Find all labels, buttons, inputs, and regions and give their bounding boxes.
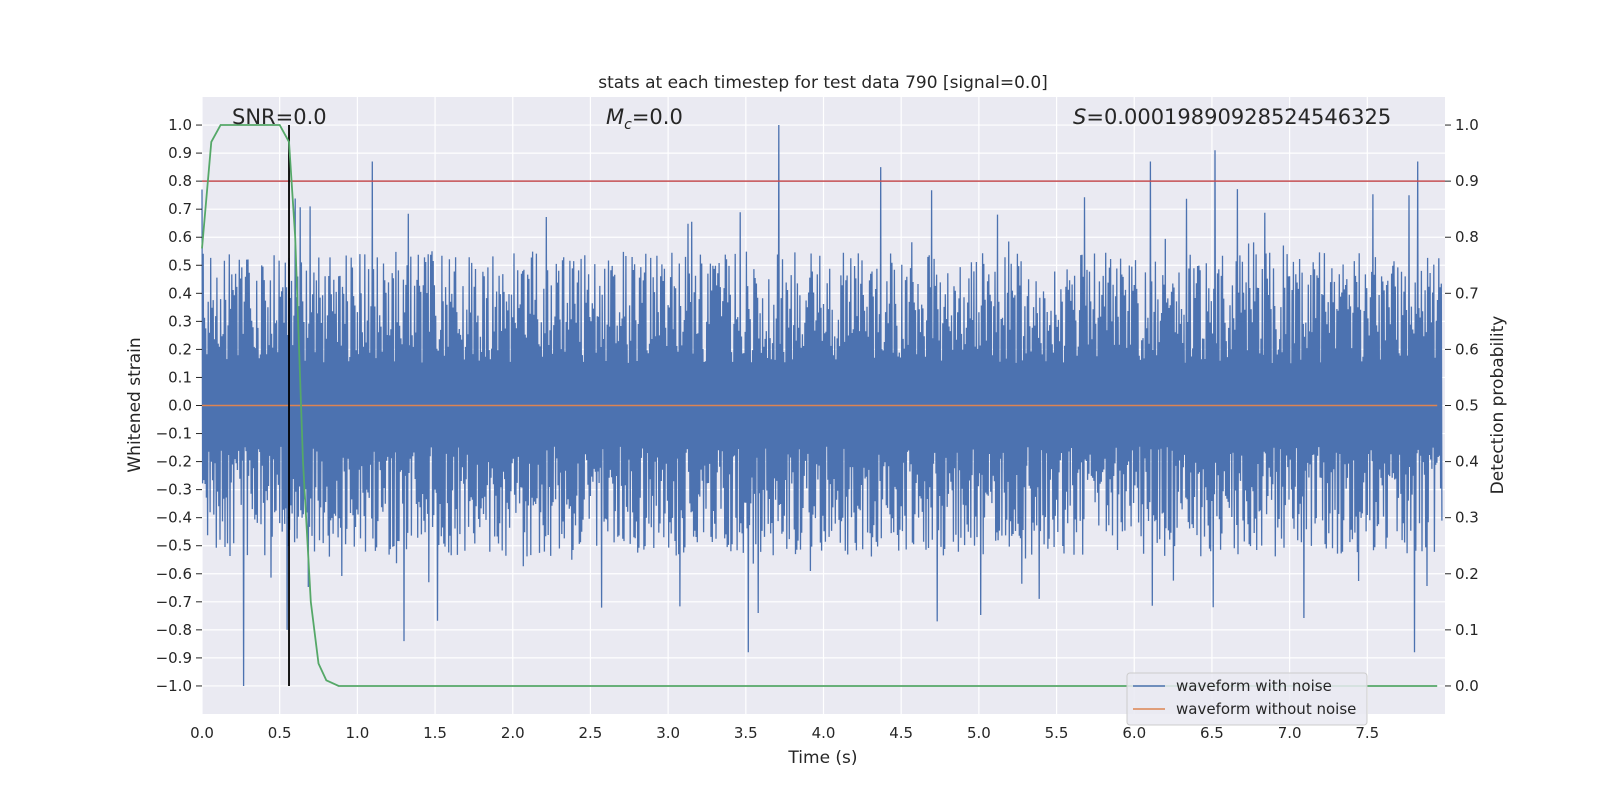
probability-line: [201, 124, 1438, 687]
x-tick-label: 3.5: [734, 724, 758, 742]
legend: waveform with noise waveform without noi…: [1126, 672, 1368, 726]
y-right-tick-label: 0.9: [1455, 172, 1479, 190]
legend-box: [1126, 672, 1368, 726]
x-tick-label: 6.5: [1200, 724, 1224, 742]
chirp-mass-subscript: c: [624, 117, 632, 133]
y-tick-label: 0.9: [168, 144, 192, 162]
x-axis-label: Time (s): [787, 748, 857, 768]
score-value: =0.00019890928524546325: [1086, 105, 1391, 129]
score-symbol: S: [1073, 105, 1086, 129]
y-right-axis-label: Detection probability: [1488, 316, 1508, 495]
x-tick-label: 0.0: [190, 724, 214, 742]
y-right-tick-label: 0.1: [1455, 621, 1479, 639]
y-axis-label: Whitened strain: [125, 337, 145, 472]
y-tick-label: 1.0: [168, 116, 192, 134]
y-tick-label: −0.2: [156, 453, 192, 471]
y-tick-label: −0.5: [156, 537, 192, 555]
x-tick-label: 7.0: [1278, 724, 1302, 742]
y-tick-label: −0.7: [156, 593, 192, 611]
x-tick-label: 5.0: [967, 724, 991, 742]
y-tick-label: −0.3: [156, 481, 192, 499]
x-tick-label: 4.0: [812, 724, 836, 742]
x-tick-label: 5.5: [1045, 724, 1069, 742]
chart-title: stats at each timestep for test data 790…: [598, 73, 1048, 93]
x-tick-label: 7.5: [1355, 724, 1379, 742]
noise-waveform: [201, 124, 1443, 687]
chirp-mass-value: =0.0: [632, 105, 683, 129]
x-tick-label: 3.0: [656, 724, 680, 742]
y-tick-label: −0.8: [156, 621, 192, 639]
x-tick-label: 2.0: [501, 724, 525, 742]
x-tick-label: 1.5: [423, 724, 447, 742]
legend-clean-label: waveform without noise: [1176, 700, 1356, 718]
y-tick-label: −0.9: [156, 649, 192, 667]
y-tick-label: 0.4: [168, 284, 192, 302]
y-right-tick-label: 0.2: [1455, 565, 1479, 583]
y-tick-label: −0.1: [156, 425, 192, 443]
y-right-tick-label: 0.5: [1455, 397, 1479, 415]
y-tick-label: 0.8: [168, 172, 192, 190]
y-tick-label: −1.0: [156, 677, 192, 695]
y-right-tick-label: 0.4: [1455, 453, 1479, 471]
y-right-tick-label: 0.6: [1455, 340, 1479, 358]
noise-waveform-line: [201, 124, 1443, 687]
x-tick-label: 0.5: [268, 724, 292, 742]
y-tick-label: −0.4: [156, 509, 192, 527]
chart-overlay: [201, 124, 1445, 687]
y-right-tick-label: 0.8: [1455, 228, 1479, 246]
x-tick-label: 1.0: [345, 724, 369, 742]
y-tick-label: 0.6: [168, 228, 192, 246]
y-tick-label: 0.1: [168, 368, 192, 386]
y-tick-label: −0.6: [156, 565, 192, 583]
y-right-tick-label: 0.7: [1455, 284, 1479, 302]
y-right-tick-label: 1.0: [1455, 116, 1479, 134]
snr-annotation: SNR=0.0: [232, 105, 327, 129]
x-tick-label: 4.5: [889, 724, 913, 742]
chirp-mass-annotation: Mc=0.0: [606, 105, 683, 133]
y-tick-label: 0.2: [168, 340, 192, 358]
y-tick-label: 0.5: [168, 256, 192, 274]
y-right-tick-label: 0.3: [1455, 509, 1479, 527]
x-tick-label: 6.0: [1122, 724, 1146, 742]
legend-noise-label: waveform with noise: [1176, 677, 1332, 695]
chirp-mass-symbol: M: [606, 105, 624, 129]
y-right-tick-label: 0.0: [1455, 677, 1479, 695]
x-tick-label: 2.5: [579, 724, 603, 742]
y-tick-label: 0.0: [168, 397, 192, 415]
axis-ticks: 0.0 0.5 1.0 1.5 2.0 2.5 3.0 3.5 4.0 4.5 5.0 5.5 6.0 6…: [156, 116, 1479, 742]
y-tick-label: 0.7: [168, 200, 192, 218]
y-tick-label: 0.3: [168, 312, 192, 330]
score-annotation: S=0.00019890928524546325: [1073, 105, 1391, 129]
